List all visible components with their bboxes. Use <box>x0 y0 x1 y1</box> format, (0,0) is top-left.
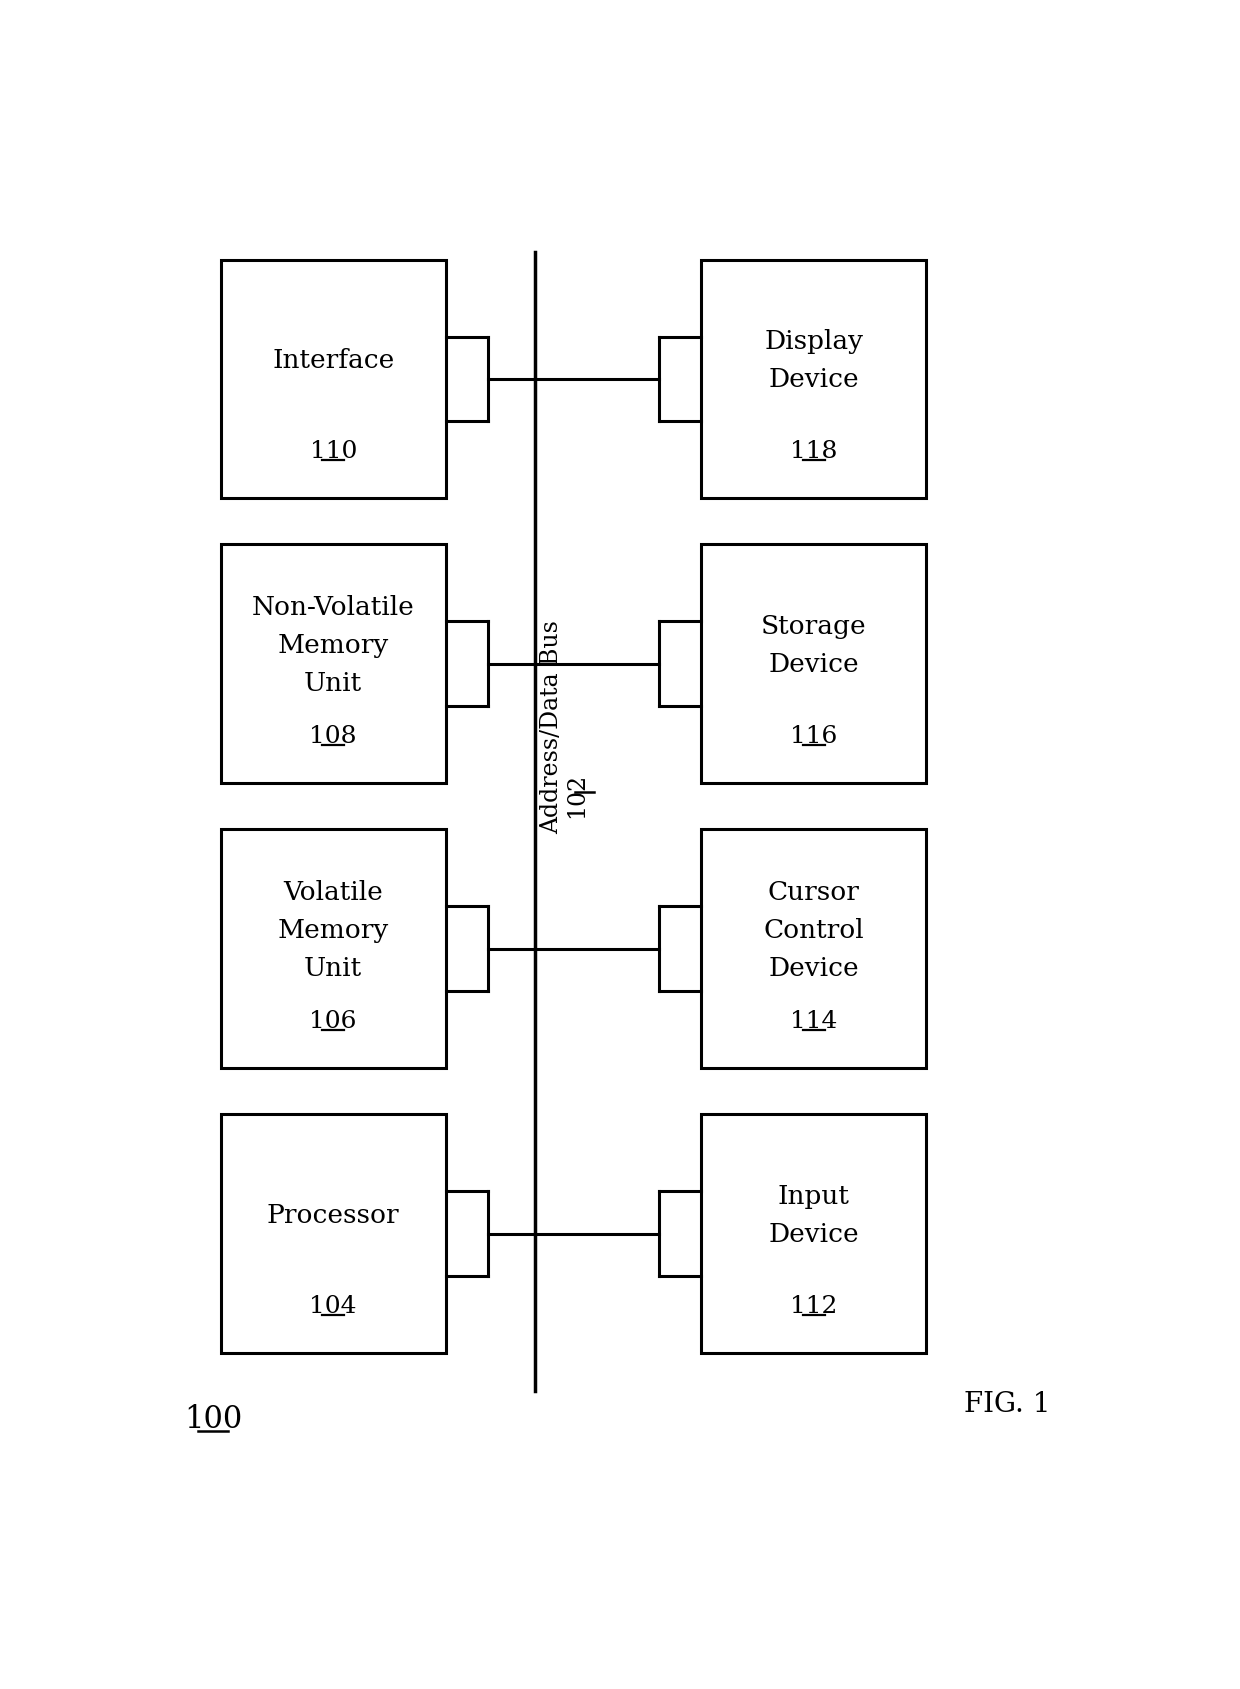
Text: Cursor: Cursor <box>768 880 859 904</box>
Text: Processor: Processor <box>267 1203 399 1228</box>
Text: Display: Display <box>764 329 863 355</box>
Text: Volatile: Volatile <box>284 880 383 904</box>
Bar <box>702 260 926 498</box>
Text: 114: 114 <box>790 1010 837 1032</box>
Text: Unit: Unit <box>304 956 362 981</box>
Text: 106: 106 <box>310 1010 357 1032</box>
Text: 116: 116 <box>790 725 837 748</box>
Text: Device: Device <box>769 956 859 981</box>
Text: Memory: Memory <box>278 917 389 942</box>
Text: Storage: Storage <box>761 613 867 638</box>
Text: Device: Device <box>769 1221 859 1246</box>
Text: 112: 112 <box>790 1294 837 1317</box>
Bar <box>221 829 445 1069</box>
Bar <box>221 260 445 498</box>
Text: 118: 118 <box>790 439 837 463</box>
Text: 104: 104 <box>310 1294 357 1317</box>
Text: Device: Device <box>769 652 859 677</box>
Text: FIG. 1: FIG. 1 <box>965 1390 1050 1417</box>
Text: Device: Device <box>769 367 859 392</box>
Text: Address/Data Bus: Address/Data Bus <box>541 620 563 834</box>
Text: Unit: Unit <box>304 671 362 696</box>
Text: Interface: Interface <box>272 348 394 373</box>
Text: Memory: Memory <box>278 633 389 657</box>
Text: 102: 102 <box>565 772 588 817</box>
Text: Non-Volatile: Non-Volatile <box>252 595 414 620</box>
Text: Input: Input <box>777 1184 849 1208</box>
Bar <box>221 1115 445 1353</box>
Text: 100: 100 <box>184 1404 242 1434</box>
Bar <box>702 1115 926 1353</box>
Bar <box>702 829 926 1069</box>
Text: 110: 110 <box>310 439 357 463</box>
Text: 108: 108 <box>310 725 357 748</box>
Bar <box>702 546 926 784</box>
Bar <box>221 546 445 784</box>
Text: Control: Control <box>764 917 864 942</box>
